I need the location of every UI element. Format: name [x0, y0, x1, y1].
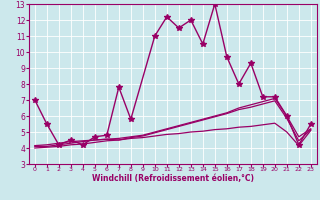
- X-axis label: Windchill (Refroidissement éolien,°C): Windchill (Refroidissement éolien,°C): [92, 174, 254, 183]
